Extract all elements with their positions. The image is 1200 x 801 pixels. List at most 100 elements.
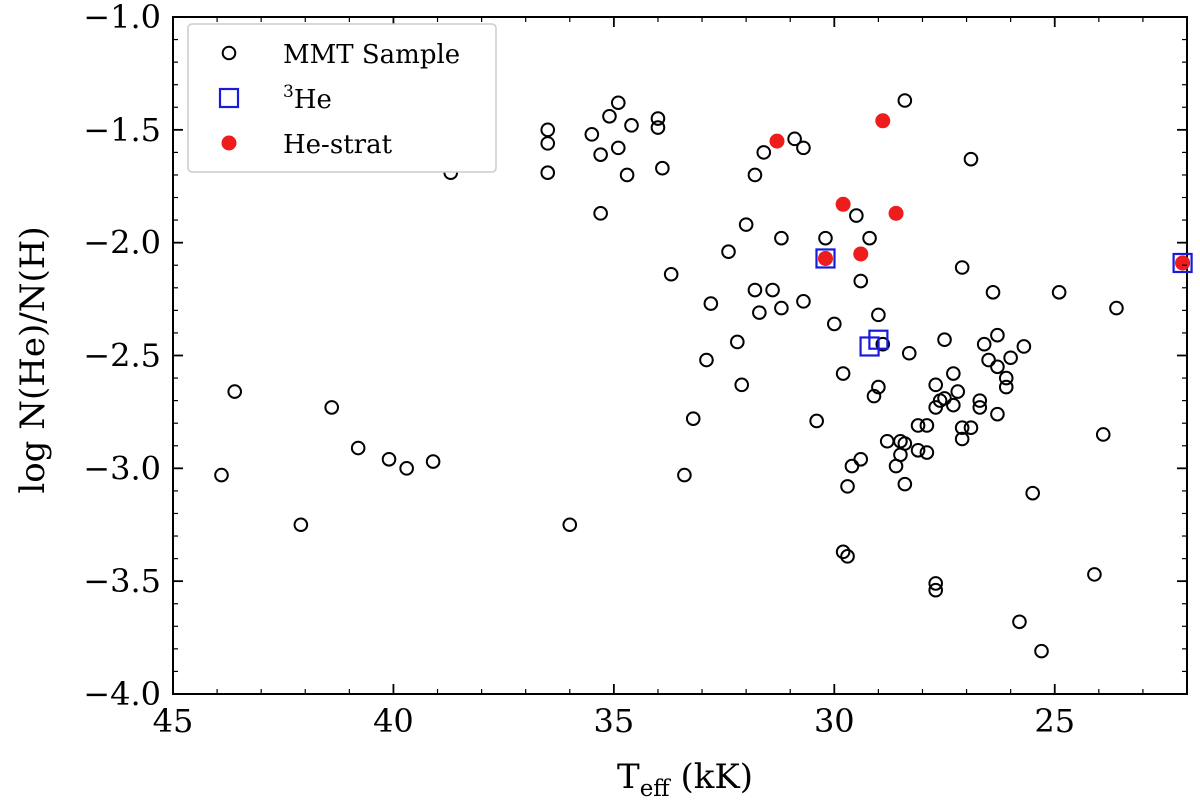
he3-point <box>815 248 836 269</box>
y-tick-label: −2.5 <box>83 337 161 375</box>
mmt-sample-point <box>897 93 913 108</box>
y-axis-label: log N(He)/N(H) <box>13 226 53 493</box>
mmt-sample-point <box>540 136 556 151</box>
mmt-sample-point <box>866 388 882 404</box>
mmt-sample-point <box>937 332 952 348</box>
mmt-sample-point <box>650 120 666 135</box>
mmt-sample-point <box>756 145 772 160</box>
mmt-sample-point <box>990 359 1005 375</box>
y-tick-label: −3.0 <box>83 449 161 487</box>
mmt-sample-point <box>1087 567 1102 582</box>
mmt-sample-point <box>954 431 970 447</box>
mmt-sample-point <box>862 230 877 246</box>
y-tick-label: −1.0 <box>83 0 161 36</box>
mmt-sample-point <box>853 273 869 289</box>
he-strat-point <box>835 196 851 212</box>
legend-label-mmt-sample: MMT Sample <box>283 40 460 70</box>
mmt-sample-point <box>981 352 996 368</box>
mmt-sample-point <box>963 420 979 436</box>
mmt-sample-point <box>619 167 635 183</box>
mmt-sample-point <box>897 476 913 492</box>
mmt-sample-point <box>796 294 811 309</box>
mmt-sample-point <box>774 230 789 246</box>
he-strat-point <box>875 113 891 129</box>
mmt-sample-point <box>928 576 944 591</box>
mmt-sample-point <box>910 418 926 433</box>
x-tick-label: 40 <box>373 702 414 740</box>
mmt-sample-point <box>946 397 961 413</box>
mmt-sample-point <box>655 160 670 176</box>
legend-marker-he-strat <box>221 135 237 151</box>
he-strat-point <box>769 133 785 149</box>
mmt-sample-point <box>562 517 578 533</box>
mmt-sample-point <box>703 296 719 311</box>
mmt-sample-point <box>976 336 992 352</box>
mmt-sample-point <box>765 282 780 298</box>
he-strat-point <box>888 205 904 221</box>
mmt-sample-point <box>985 285 1001 300</box>
mmt-sample-point <box>738 217 754 232</box>
x-axis-label: Teff (kK) <box>617 757 753 801</box>
mmt-sample-point <box>928 377 944 393</box>
mmt-sample-point <box>849 208 864 223</box>
y-tick-label: −1.5 <box>83 111 161 149</box>
legend-marker-3he <box>218 87 240 109</box>
mmt-sample-point <box>871 307 886 323</box>
mmt-sample-point <box>809 413 824 429</box>
mmt-sample-point <box>602 108 617 124</box>
mmt-sample-point <box>610 95 626 111</box>
mmt-sample-point <box>879 433 895 449</box>
legend-frame <box>187 23 497 173</box>
mmt-sample-point <box>650 111 666 126</box>
mmt-sample-point <box>937 391 952 406</box>
mmt-sample-point <box>963 151 979 167</box>
y-tick-label: −4.0 <box>83 675 161 713</box>
mmt-sample-point <box>1095 427 1111 442</box>
mmt-sample-point <box>227 384 243 399</box>
mmt-sample-point <box>540 122 556 138</box>
mmt-sample-point <box>827 316 842 332</box>
mmt-sample-point <box>990 327 1005 343</box>
mmt-sample-point <box>871 379 886 395</box>
mmt-sample-point <box>972 393 988 408</box>
axes-layer: 45 40 35 30 25 −1.0 −1.5 −2.0 −2.5 −3.0 −3.5 −4.0 <box>83 0 1188 740</box>
mmt-sample-point <box>752 305 767 320</box>
mmt-sample-point <box>835 544 851 560</box>
he3-point <box>1172 252 1193 274</box>
mmt-sample-point <box>787 131 802 147</box>
he-strat-point <box>853 246 869 262</box>
mmt-sample-point <box>663 266 679 282</box>
mmt-sample-point <box>893 447 908 463</box>
x-tick-label: 25 <box>1034 702 1075 740</box>
mmt-sample-point <box>747 282 763 298</box>
mmt-sample-point <box>1034 643 1049 659</box>
mmt-sample-point <box>950 384 966 399</box>
mmt-sample-point <box>685 411 701 426</box>
mmt-sample-point <box>835 366 851 381</box>
legend-label-3he: 3He <box>283 82 332 115</box>
points-layer <box>214 93 1193 659</box>
mmt-sample-point <box>1051 285 1067 300</box>
mmt-sample-point <box>1016 339 1032 354</box>
mmt-sample-point <box>946 366 961 381</box>
mmt-sample-point <box>350 440 366 456</box>
mmt-sample-point <box>730 334 745 350</box>
legend-marker-mmt-sample <box>221 45 237 61</box>
mmt-sample-point <box>818 230 833 246</box>
mmt-sample-point <box>1012 614 1027 630</box>
x-tick-label: 45 <box>153 702 194 740</box>
mmt-sample-point <box>954 260 970 275</box>
mmt-sample-point <box>954 420 970 436</box>
mmt-sample-point <box>381 452 397 467</box>
mmt-sample-point <box>910 442 926 458</box>
mmt-sample-point <box>875 336 891 352</box>
mmt-sample-point <box>677 467 692 483</box>
legend-label-he-strat: He-strat <box>283 130 393 160</box>
mmt-sample-point <box>293 517 309 533</box>
mmt-sample-point <box>853 452 869 467</box>
x-tick-label: 30 <box>814 702 855 740</box>
mmt-sample-point <box>901 345 917 361</box>
mmt-sample-point <box>919 418 935 433</box>
he-strat-point <box>1175 255 1191 271</box>
